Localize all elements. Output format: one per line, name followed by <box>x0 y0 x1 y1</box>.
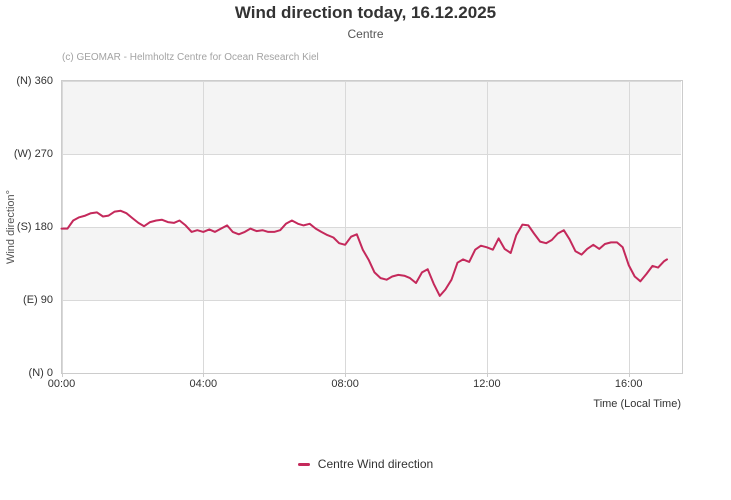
y-axis-tick-label: (E) 90 <box>23 294 53 306</box>
chart-subtitle: Centre <box>347 27 384 41</box>
x-axis-tick-label: 16:00 <box>614 378 643 390</box>
x-axis-title: Time (Local Time) <box>593 398 681 410</box>
y-axis-tick-label: (N) 360 <box>16 75 53 87</box>
legend-line-marker-icon <box>297 462 310 466</box>
legend: Centre Wind direction <box>0 457 731 471</box>
y-axis-tick-label: (N) 0 <box>28 367 53 379</box>
plot-border <box>61 80 683 374</box>
x-axis-tick-label: 04:00 <box>189 378 218 390</box>
wind-direction-series-line[interactable] <box>60 209 668 297</box>
legend-item-centre-wind-direction[interactable]: Centre Wind direction <box>297 457 434 471</box>
x-axis-tick-label: 08:00 <box>331 378 359 390</box>
y-axis-tick-label: (W) 270 <box>13 148 53 160</box>
y-axis-alternate-band <box>61 81 681 154</box>
legend-label: Centre Wind direction <box>317 457 434 471</box>
x-axis-tick-label: 00:00 <box>47 378 76 390</box>
chart-title: Wind direction today, 16.12.2025 <box>234 3 497 22</box>
x-axis-tick-label: 12:00 <box>473 378 501 390</box>
copyright-credit: (c) GEOMAR - Helmholtz Centre for Ocean … <box>62 52 319 63</box>
y-axis-tick-label: (S) 180 <box>16 221 53 233</box>
